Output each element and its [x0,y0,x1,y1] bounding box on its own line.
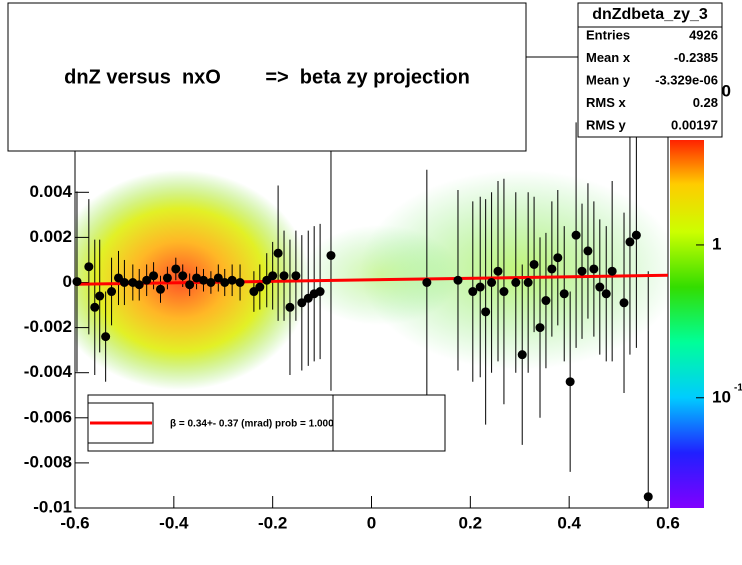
profile-point [291,271,301,281]
profile-point [481,307,491,317]
profile-point [220,278,230,287]
x-tick-label: 0 [367,513,376,532]
profile-point [595,282,605,292]
stats-value: 4926 [689,27,718,42]
x-tick-label: -0.6 [60,513,89,532]
profile-point [553,253,563,263]
profile-point [142,275,152,285]
profile-point [523,278,533,287]
profile-point [571,230,581,240]
profile-point [577,266,587,276]
profile-point [107,287,117,297]
profile-point [453,275,463,285]
profile-point [206,278,216,287]
profile-point [178,271,188,281]
profile-point [134,280,144,290]
profile-point [468,287,478,297]
title-box [7,2,527,152]
profile-point [155,284,165,294]
y-tick-label: 0.002 [29,227,72,246]
y-tick-label: -0.006 [24,407,72,426]
x-tick-label: 0.4 [557,513,581,532]
stats-value: 0.00197 [671,117,718,132]
x-tick-label: -0.2 [258,513,287,532]
profile-point [643,492,653,502]
profile-point [517,350,527,360]
profile-point [279,271,289,281]
profile-point [583,246,593,256]
color-bar [670,140,704,508]
profile-point [625,237,635,247]
profile-point [315,287,325,297]
stats-value: 0.28 [693,95,718,110]
profile-point [529,259,539,269]
profile-point [171,264,181,274]
y-tick-label: -0.004 [24,362,73,381]
profile-point [84,262,94,272]
stats-label: RMS y [586,117,627,132]
profile-point [235,278,245,287]
z-tick-label: 10 [712,387,731,406]
profile-point [285,302,295,312]
profile-point [547,264,557,274]
profile-point [565,377,575,387]
profile-point [601,289,611,299]
profile-point [541,296,551,306]
profile-point [422,278,432,287]
profile-point [589,264,599,274]
stats-label: Mean x [586,50,631,65]
profile-point [619,298,629,308]
stats-box [577,2,723,138]
stats-value: -0.2385 [674,50,718,65]
x-tick-label: -0.4 [159,513,189,532]
profile-point [101,332,111,342]
fit-line [74,273,669,286]
stats-label: Entries [586,27,630,42]
profile-point [487,278,497,287]
profile-point [535,323,545,333]
stats-value: -3.329e-06 [655,72,718,87]
profile-point [268,271,278,281]
z-tick-label: 1 [712,234,721,253]
profile-point [95,291,105,301]
profile-point [162,273,172,283]
legend-text: β = 0.34+- 0.37 (mrad) prob = 1.000 [170,419,334,430]
profile-point [493,266,503,276]
profile-point [227,275,237,285]
density-background [75,170,668,390]
chart-title: dnZ versus nxO => beta zy projection [64,66,470,88]
profile-point [185,280,195,290]
profile-point [198,275,208,285]
stats-label: RMS x [586,95,627,110]
profile-point [149,271,159,281]
profile-point [297,298,307,308]
profile-point [72,277,82,287]
profile-point [90,302,100,312]
legend-swatch-box [87,402,154,444]
profile-point [559,289,569,299]
y-tick-label: -0.01 [33,497,72,516]
profile-point [119,278,129,287]
profile-point [499,287,509,297]
y-tick-label: -0.002 [24,317,72,336]
profile-point [511,278,521,287]
z-tick-exponent: -1 [734,382,742,393]
profile-point [475,282,485,292]
profile-point [273,248,283,258]
stats-title: dnZdbeta_zy_3 [592,6,708,23]
y-tick-label: 0.004 [29,182,72,201]
profile-point [213,273,223,283]
stats-label: Mean y [586,72,631,87]
profile-point [631,230,641,240]
profile-point [326,250,336,260]
profile-point [255,282,265,292]
y-tick-label: -0.008 [24,452,72,471]
y-tick-label: 0 [63,272,72,291]
profile-point [192,273,202,283]
profile-point [607,266,617,276]
x-tick-label: 0.2 [459,513,483,532]
x-tick-label: 0.6 [656,513,680,532]
